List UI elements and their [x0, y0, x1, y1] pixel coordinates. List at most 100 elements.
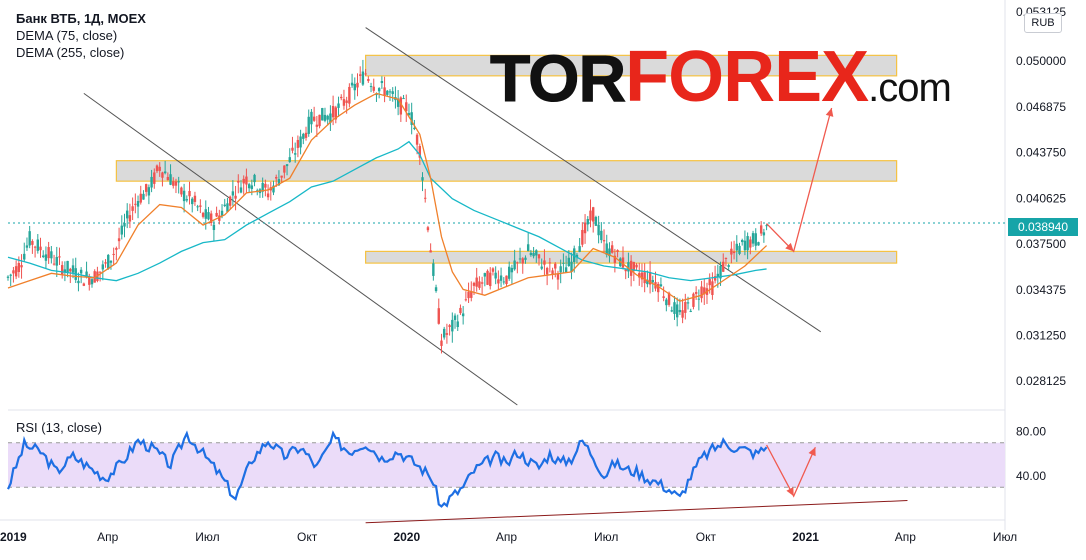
candle-body — [136, 201, 140, 207]
candle-body — [727, 265, 730, 267]
candle-body — [472, 282, 476, 286]
candle-body — [608, 248, 611, 257]
candle-body — [204, 209, 207, 219]
candle-body — [334, 107, 338, 120]
candle-body — [491, 268, 495, 272]
last-price-tag: 0.038940 — [1008, 218, 1078, 236]
candle-body — [738, 245, 741, 254]
candle-body — [635, 264, 638, 268]
candle-body — [201, 212, 205, 217]
candle-body — [586, 219, 589, 225]
logo-part-com: .com — [868, 66, 952, 110]
candle-body — [383, 87, 386, 96]
candle-body — [451, 319, 454, 332]
logo-part-forex: FOREX — [625, 37, 869, 117]
candle-body — [361, 71, 365, 85]
candle-body — [524, 257, 527, 260]
candle-body — [98, 271, 102, 273]
candle-body — [686, 302, 690, 304]
candle-body — [540, 266, 543, 269]
candle-body — [191, 198, 194, 205]
candle-body — [293, 153, 297, 155]
resistance-zone — [365, 54, 898, 77]
arrow-head — [825, 108, 834, 117]
candle-body — [42, 255, 45, 258]
candle-body — [667, 292, 671, 305]
candle-body — [253, 174, 256, 183]
candle-body — [640, 272, 644, 280]
candle-body — [55, 256, 58, 266]
y-tick-label: 0.034375 — [1016, 283, 1066, 297]
candle-body — [643, 272, 646, 284]
candle-body — [331, 105, 335, 118]
candle-body — [545, 267, 549, 275]
candle-body — [329, 113, 332, 123]
candle-body — [193, 195, 197, 202]
candle-body — [657, 283, 660, 293]
candle-body — [670, 310, 673, 312]
candle-body — [708, 279, 711, 286]
candle-body — [367, 79, 370, 81]
candle-body — [470, 291, 473, 298]
candle-body — [646, 279, 649, 285]
candle-body — [442, 328, 446, 338]
candle-body — [128, 215, 132, 222]
y-tick-label: 0.046875 — [1016, 100, 1066, 114]
candle-body — [526, 244, 530, 252]
candle-body — [131, 206, 134, 211]
candle-body — [337, 103, 340, 108]
candle-body — [464, 299, 468, 301]
candle-body — [437, 308, 440, 324]
x-tick-label: Июл — [195, 530, 219, 544]
candle-body — [434, 287, 438, 292]
candle-body — [14, 266, 18, 277]
candle-body — [602, 240, 606, 242]
candle-body — [543, 260, 546, 265]
candle-body — [399, 97, 403, 115]
currency-button[interactable]: RUB — [1024, 13, 1062, 33]
candle-body — [79, 269, 83, 274]
candle-body — [461, 313, 465, 317]
candle-body — [237, 180, 240, 183]
candle-body — [510, 267, 514, 273]
candle-body — [369, 86, 373, 88]
candle-body — [47, 247, 50, 259]
logo-part-tor: TOR — [489, 41, 626, 116]
candle-body — [396, 98, 400, 107]
dema75-line — [7, 92, 768, 302]
rsi-band — [8, 442, 1005, 488]
candle-body — [272, 185, 275, 193]
candle-body — [722, 261, 725, 272]
candle-body — [678, 309, 682, 313]
candle-body — [326, 115, 329, 120]
y-tick-label: 0.031250 — [1016, 329, 1066, 343]
candle-body — [66, 260, 69, 274]
candle-body — [82, 283, 86, 286]
candle-body — [50, 251, 53, 259]
candle-body — [413, 127, 416, 130]
candle-body — [600, 230, 603, 241]
candle-body — [651, 279, 654, 283]
candle-body — [348, 86, 351, 104]
candle-body — [732, 251, 736, 254]
candle-body — [104, 262, 107, 264]
candle-body — [264, 183, 267, 188]
candle-body — [605, 243, 608, 255]
candle-body — [174, 181, 178, 186]
chart-legend: Банк ВТБ, 1Д, MOEX DEMA (75, close) DEMA… — [16, 10, 146, 61]
candle-body — [153, 172, 156, 184]
resistance-zone — [115, 160, 898, 182]
rsi-title: RSI (13, close) — [16, 420, 102, 435]
candle-body — [665, 299, 668, 306]
candle-body — [63, 269, 67, 273]
candle-body — [261, 182, 264, 192]
candle-body — [350, 82, 354, 86]
candle-body — [161, 172, 164, 178]
candle-body — [234, 195, 237, 199]
rsi-tick-label: 40.00 — [1016, 469, 1046, 483]
trendline — [365, 27, 822, 333]
candle-body — [123, 222, 126, 227]
candle-body — [9, 274, 12, 276]
candle-body — [353, 83, 356, 91]
